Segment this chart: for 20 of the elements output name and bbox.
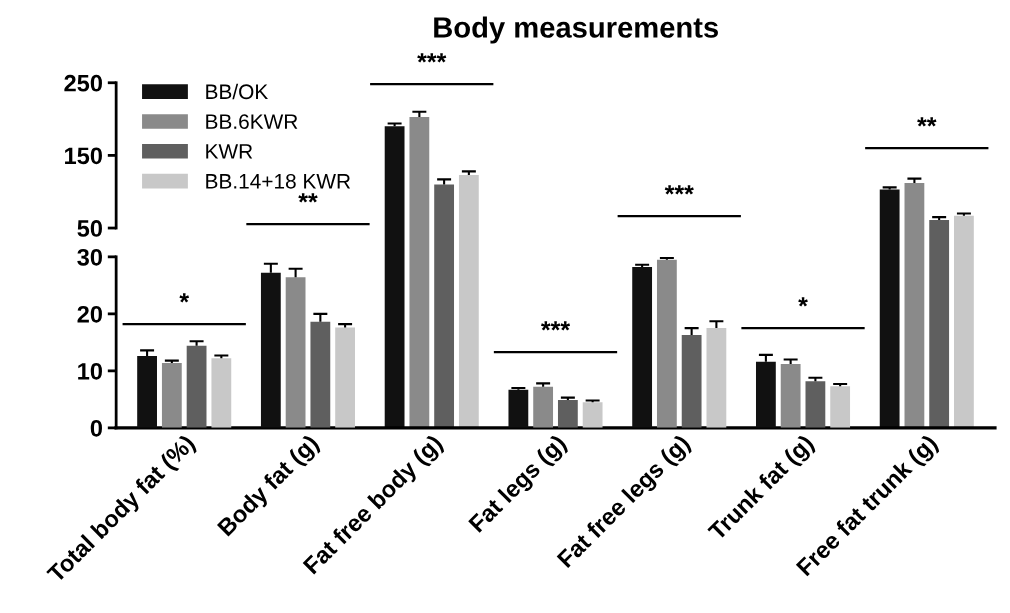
text: *** — [417, 53, 447, 63]
x-tick-label: Fat legs (g) — [467, 433, 571, 537]
annotation: * — [798, 297, 808, 307]
y-tick-label: 30 — [77, 248, 102, 266]
annotation: *** — [540, 321, 571, 331]
annotation: ** — [917, 117, 937, 127]
y-tick-label: 0 — [90, 419, 102, 437]
y-tick-label: 10 — [78, 362, 102, 380]
chart-title: Body measurements — [434, 16, 718, 44]
legend-label: BB.6KWR — [206, 114, 298, 129]
annotation: *** — [664, 185, 694, 195]
legend-label: BB/OK — [206, 83, 268, 100]
annotation: ** — [298, 193, 318, 203]
legend-label: BB.14+18 KWR — [206, 173, 351, 189]
annotation: * — [179, 293, 190, 303]
y-tick-label: 250 — [64, 74, 102, 92]
y-tick-label: 150 — [65, 147, 102, 165]
legend-label: KWR — [206, 144, 253, 159]
y-tick-label: 50 — [77, 220, 102, 237]
y-tick-label: 20 — [77, 305, 102, 323]
